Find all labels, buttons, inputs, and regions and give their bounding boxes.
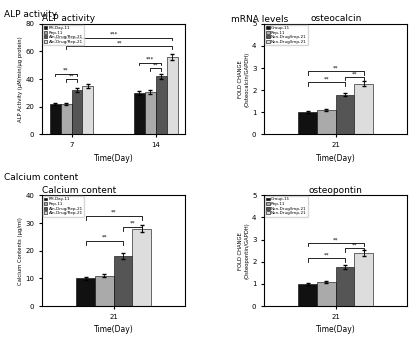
X-axis label: Time(Day): Time(Day) [316,154,356,163]
Text: Calcium content: Calcium content [42,186,116,194]
Bar [95,275,114,306]
Text: ***: *** [146,57,155,62]
Legend: PH-Day-11, Rep-11, Aln-Drug/Rep-21, Aln-Drug/Rep-21: PH-Day-11, Rep-11, Aln-Drug/Rep-21, Aln-… [43,196,84,217]
Title: osteopontin: osteopontin [309,186,363,194]
Text: Calcium content: Calcium content [4,173,79,182]
Bar [134,93,145,134]
Bar [336,95,354,134]
Text: **: ** [153,62,158,67]
Bar [71,90,82,134]
X-axis label: Time(Day): Time(Day) [94,154,134,163]
Text: ***: *** [110,32,118,37]
Y-axis label: Calcium Contents (μg/ml): Calcium Contents (μg/ml) [18,217,23,285]
Bar [60,104,71,134]
Text: **: ** [333,237,339,242]
Bar [156,76,167,134]
Y-axis label: FOLD CHANGE
(Osteocalcin/GAPDH): FOLD CHANGE (Osteocalcin/GAPDH) [239,51,249,107]
X-axis label: Time(Day): Time(Day) [94,325,134,334]
Text: **: ** [63,68,69,73]
Bar [317,282,336,306]
Bar [354,84,373,134]
Text: **: ** [352,243,357,248]
Legend: Group-11, Rep-11, Non-Drug/Imp-21, Non-Drug/Imp-21: Group-11, Rep-11, Non-Drug/Imp-21, Non-D… [265,196,307,217]
Text: mRNA levels: mRNA levels [231,15,288,24]
Bar [167,57,178,134]
Y-axis label: ALP Activity (μM/min/μg protein): ALP Activity (μM/min/μg protein) [18,36,23,122]
Text: **: ** [116,40,122,45]
Text: **: ** [324,77,329,82]
Text: ALP activity: ALP activity [4,10,57,19]
X-axis label: Time(Day): Time(Day) [316,325,356,334]
Bar [336,267,354,306]
Legend: PH-Day-11, Rep-11, Aln-Drug/Rep-21, Aln-Drug/Rep-21: PH-Day-11, Rep-11, Aln-Drug/Rep-21, Aln-… [43,24,84,45]
Bar [317,110,336,134]
Text: **: ** [69,73,74,79]
Text: **: ** [111,210,116,215]
Bar [132,228,151,306]
Text: **: ** [352,71,357,76]
Bar [145,91,156,134]
Bar [50,104,60,134]
Text: **: ** [324,253,329,258]
Bar [114,256,132,306]
Bar [299,284,317,306]
Text: ALP activity: ALP activity [42,14,95,23]
Bar [354,253,373,306]
Text: **: ** [333,66,339,71]
Bar [76,278,95,306]
Y-axis label: FOLD CHANGE
(Osteopontin/GAPDH): FOLD CHANGE (Osteopontin/GAPDH) [239,222,249,279]
Text: **: ** [102,235,107,240]
Bar [299,112,317,134]
Bar [82,86,93,134]
Title: osteocalcin: osteocalcin [310,14,362,23]
Text: **: ** [129,221,135,226]
Legend: Group-11, Rep-11, Non-Drug/Imp-21, Non-Drug/Imp-21: Group-11, Rep-11, Non-Drug/Imp-21, Non-D… [265,24,307,45]
